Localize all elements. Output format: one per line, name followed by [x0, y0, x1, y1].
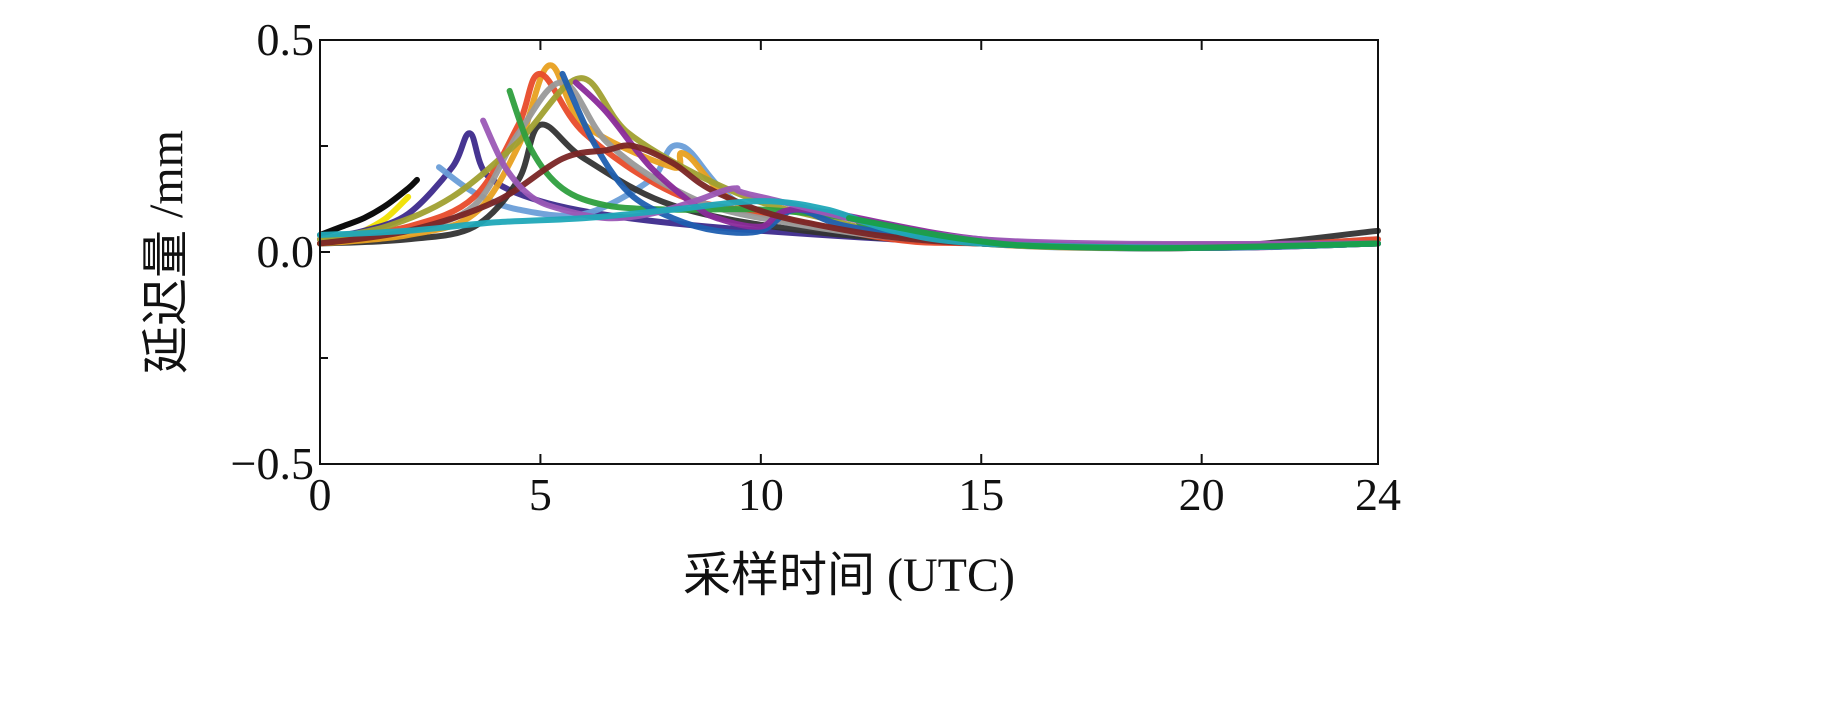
tick-layer: 0 5 10 15 20 24 −0.5 0.0 0.5: [231, 14, 1401, 520]
x-tick-label: 10: [738, 469, 784, 520]
plot-frame: [319, 39, 1379, 465]
x-axis-title: 采样时间 (UTC): [683, 549, 1015, 602]
series-line-11: [559, 70, 1381, 251]
series-layer: [317, 62, 1381, 252]
x-tick-label: 5: [529, 469, 552, 520]
series-line-1: [317, 176, 420, 238]
y-tick-label: 0.5: [257, 14, 315, 65]
y-tick-label: 0.0: [257, 226, 315, 277]
x-tick-label: 24: [1355, 469, 1401, 520]
x-tick-label: 0: [309, 469, 332, 520]
x-tick-label: 15: [958, 469, 1004, 520]
x-tick-label: 20: [1179, 469, 1225, 520]
y-tick-label: −0.5: [231, 438, 314, 489]
series-line-16: [846, 215, 1381, 252]
y-axis-title: 延迟量 /mm: [140, 130, 193, 374]
